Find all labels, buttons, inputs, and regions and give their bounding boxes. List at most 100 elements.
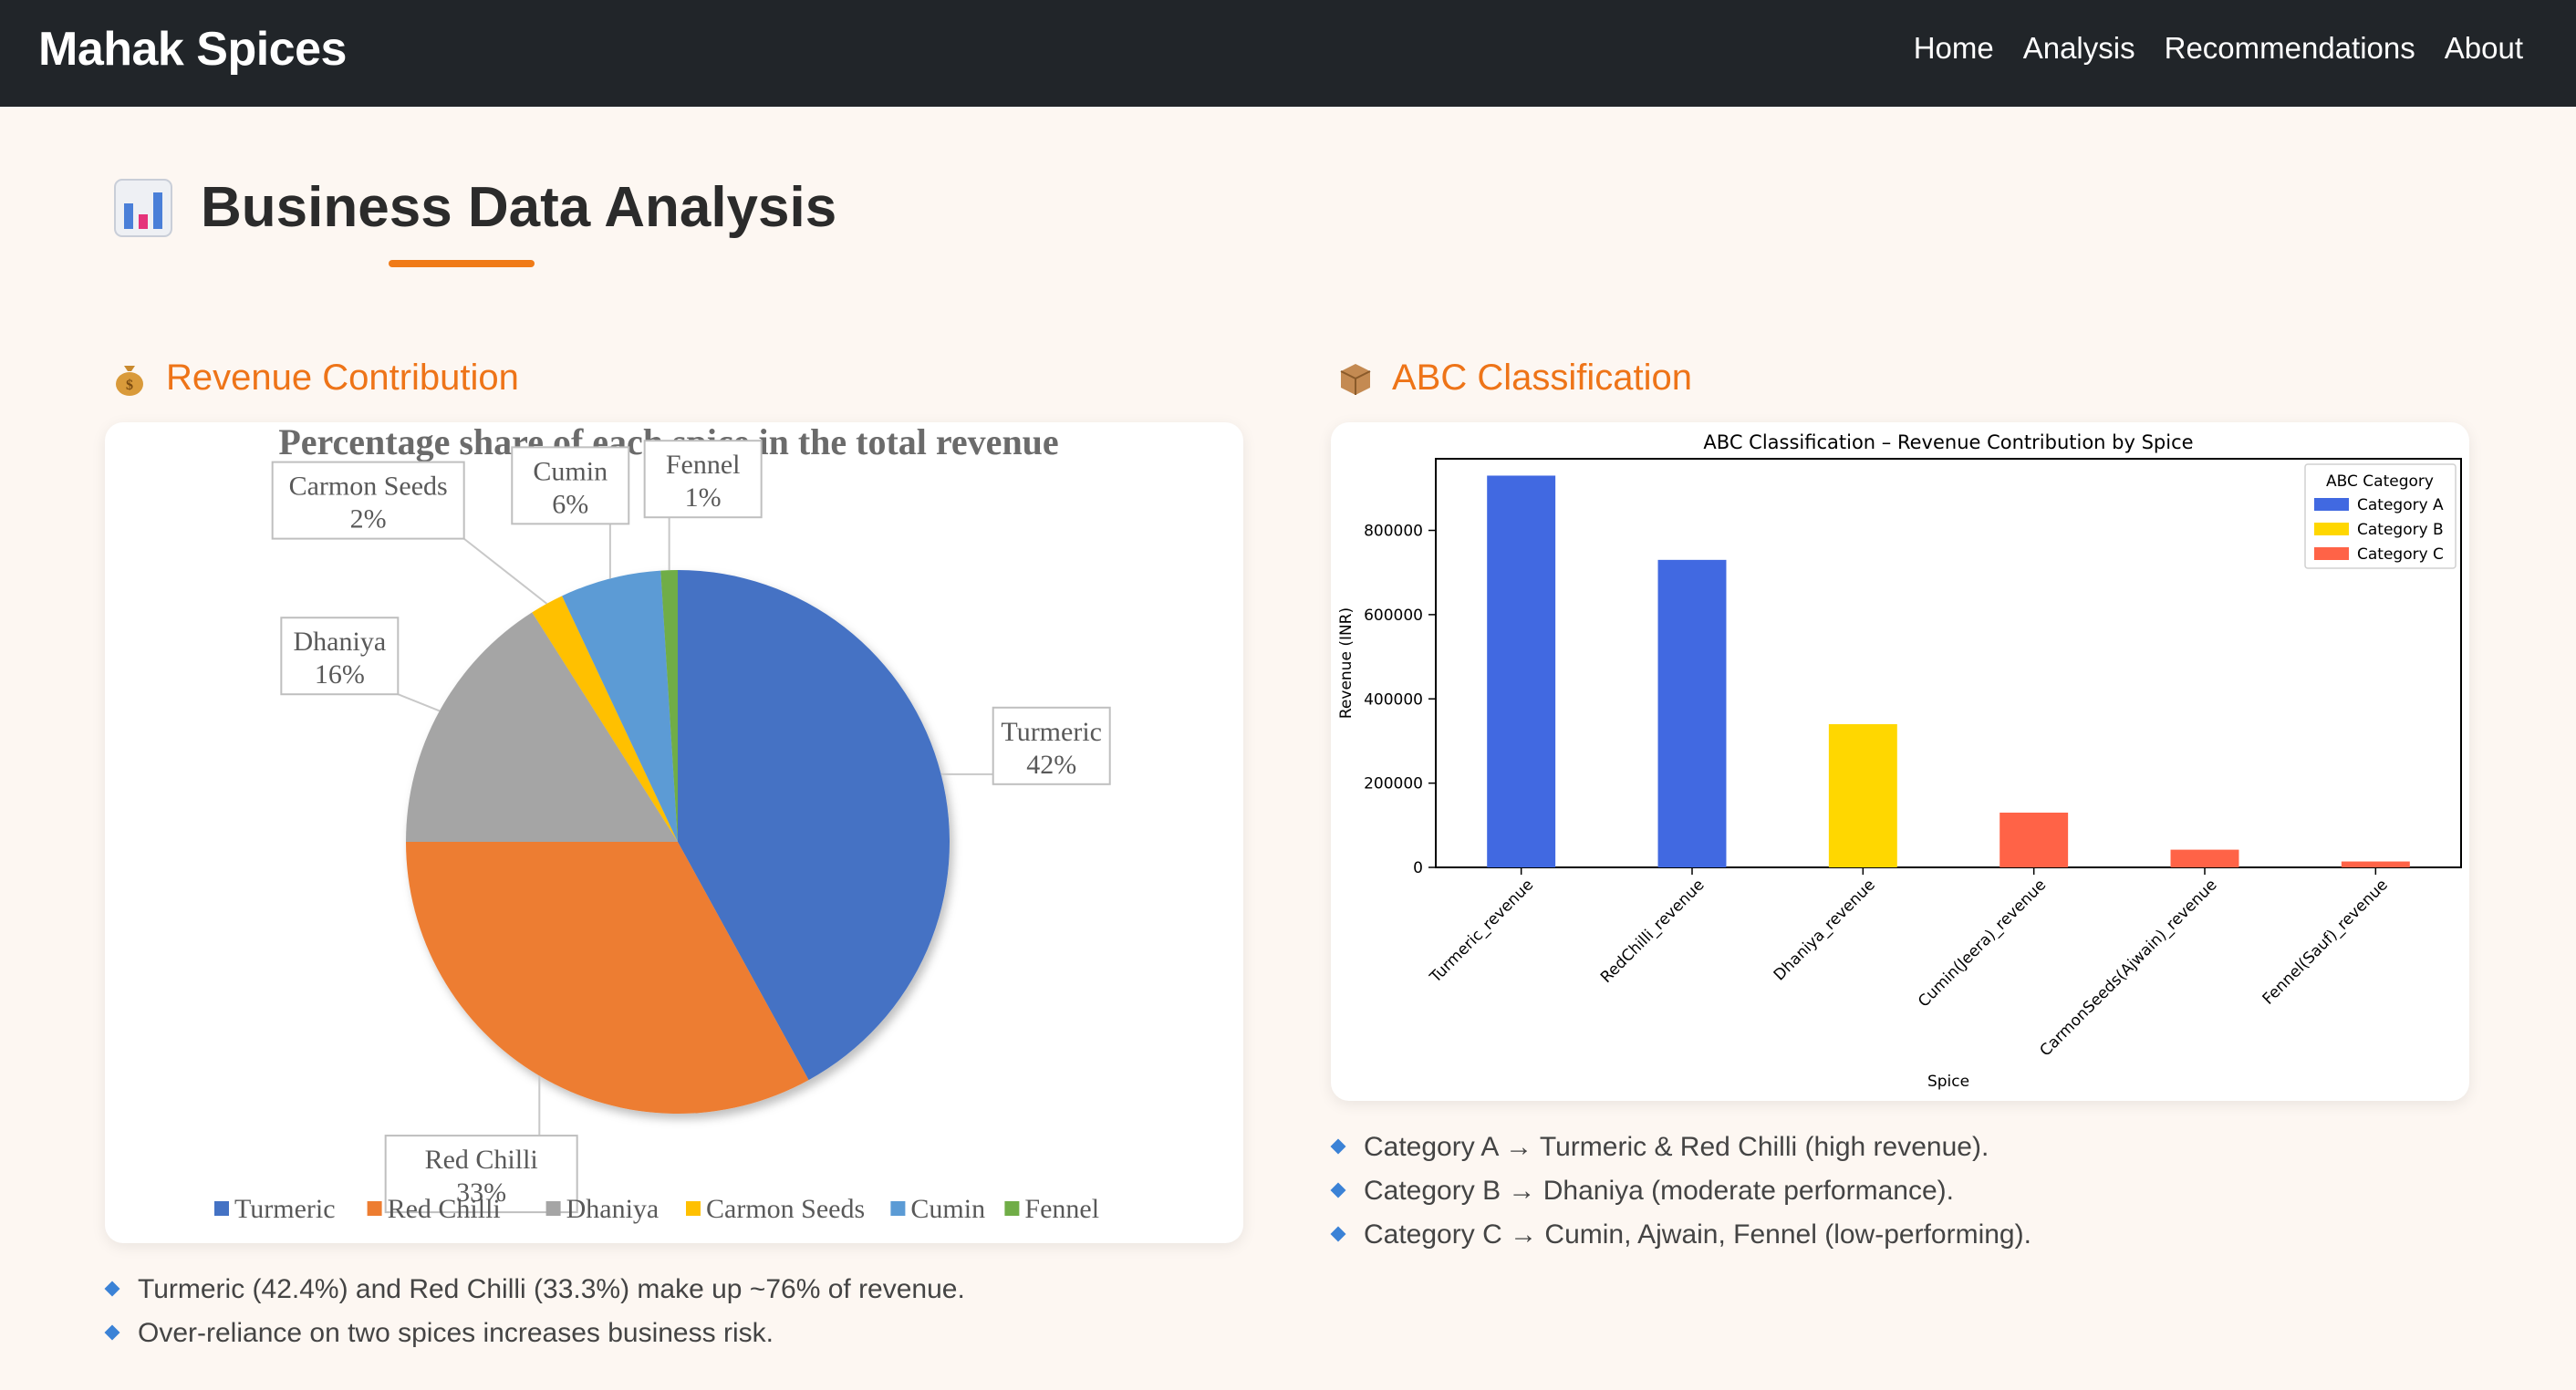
diamond-bullet-icon [1330, 1226, 1346, 1242]
pie-callout-category: Dhaniya [294, 627, 387, 657]
diamond-bullet-icon [1330, 1182, 1346, 1198]
pie-slice-red-chilli [406, 842, 809, 1115]
title-underline [389, 260, 535, 267]
pie-legend-item-turmeric: Turmeric [214, 1194, 336, 1224]
pie-callout-percent: 6% [552, 489, 588, 519]
bar-y-axis-label: Revenue (INR) [1337, 607, 1356, 719]
pie-callout-category: Cumin [533, 456, 608, 486]
nav-links: Home Analysis Recommendations About [1914, 31, 2523, 66]
pie-legend-swatch [214, 1201, 229, 1216]
pie-slice-fennel [660, 570, 678, 842]
bar-legend-label-category-c: Category C [2357, 545, 2444, 564]
list-item: Category C → Cumin, Ajwain, Fennel (low-… [1330, 1213, 2031, 1257]
pie-legend-label: Dhaniya [566, 1194, 660, 1224]
bar-chart-title: ABC Classification – Revenue Contributio… [1703, 431, 2193, 453]
revenue-section-heading: $ Revenue Contribution [109, 358, 519, 399]
bar-x-axis-label: Spice [1927, 1073, 1969, 1091]
pie-legend-swatch [367, 1201, 382, 1216]
bar-x-tick-label: Turmeric_revenue [1426, 876, 1537, 987]
pie-callout-box [384, 1135, 578, 1214]
list-item: Over-reliance on two spices increases bu… [104, 1312, 965, 1355]
bar-cumin-jeera-revenue [2000, 812, 2069, 867]
pie-legend-swatch [1004, 1201, 1020, 1216]
pie-callout-category: Red Chilli [425, 1145, 538, 1175]
bar-legend-title: ABC Category [2326, 472, 2434, 491]
list-item: Category A → Turmeric & Red Chilli (high… [1330, 1125, 2031, 1169]
bar-x-tick-label: Dhaniya_revenue [1771, 876, 1879, 984]
pie-slice-carmon-seeds [532, 596, 678, 842]
diamond-bullet-icon [104, 1281, 120, 1297]
pie-legend-label: Turmeric [234, 1194, 336, 1224]
revenue-insights-list: Turmeric (42.4%) and Red Chilli (33.3%) … [104, 1268, 965, 1355]
pie-callout-category: Fennel [666, 450, 741, 480]
bar-y-tick-label: 0 [1413, 859, 1423, 877]
bar-plot-frame [1435, 458, 2462, 868]
pie-legend-item-cumin: Cumin [890, 1194, 985, 1224]
bar-legend-swatch [2314, 547, 2349, 560]
pie-slice-dhaniya [406, 612, 678, 842]
diamond-bullet-icon [1330, 1138, 1346, 1155]
bar-y-tick-label: 200000 [1364, 775, 1423, 794]
pie-slice-turmeric [678, 570, 950, 1081]
bar-redchilli-revenue [1657, 559, 1727, 867]
revenue-pie-chart: Percentage share of each spice in the to… [214, 421, 1111, 1224]
pie-legend-label: Red Chilli [388, 1194, 501, 1224]
pie-legend-swatch [545, 1201, 561, 1216]
pie-legend-label: Carmon Seeds [706, 1194, 865, 1224]
pie-legend-item-red-chilli: Red Chilli [367, 1194, 501, 1224]
list-item: Turmeric (42.4%) and Red Chilli (33.3%) … [104, 1268, 965, 1312]
pie-legend-item-fennel: Fennel [1004, 1194, 1099, 1224]
bar-fennel-sauf-revenue [2341, 861, 2410, 867]
abc-bar-card: ABC Classification – Revenue Contributio… [1331, 422, 2469, 1101]
brand-logo[interactable]: Mahak Spices [38, 23, 347, 76]
pie-callout-box [643, 440, 763, 519]
bar-legend-label-category-a: Category A [2357, 496, 2444, 514]
pie-leader-line [463, 537, 548, 605]
nav-link-about[interactable]: About [2444, 31, 2523, 65]
pie-legend-swatch [686, 1201, 701, 1216]
pie-callout-category: Turmeric [1001, 717, 1102, 747]
bar-y-tick-label: 800000 [1364, 523, 1423, 541]
pie-legend-label: Cumin [910, 1194, 985, 1224]
page-title: Business Data Analysis [113, 175, 836, 240]
nav-link-home[interactable]: Home [1913, 31, 1994, 65]
diamond-bullet-icon [104, 1324, 120, 1341]
bar-legend-label-category-b: Category B [2357, 521, 2444, 539]
pie-leader-line [397, 693, 441, 712]
abc-section-heading: ABC Classification [1335, 358, 1692, 399]
pie-callout-percent: 42% [1026, 750, 1076, 780]
bar-legend-swatch [2314, 523, 2349, 535]
bar-x-tick-label: CarmonSeeds(Ajwain)_revenue [2037, 876, 2221, 1060]
bar-legend: ABC Category Category A Category B Categor… [2304, 463, 2457, 569]
pie-legend-swatch [890, 1201, 906, 1216]
nav-link-analysis[interactable]: Analysis [2022, 31, 2135, 65]
pie-callout-box [511, 446, 630, 525]
pie-callout-percent: 1% [685, 482, 722, 513]
navbar: Mahak Spices Home Analysis Recommendatio… [0, 0, 2576, 107]
abc-section-title: ABC Classification [1392, 358, 1693, 398]
pie-callout-box [280, 617, 400, 696]
bar-y-tick-label: 600000 [1364, 607, 1423, 625]
pie-legend-item-dhaniya: Dhaniya [545, 1194, 660, 1224]
bar-turmeric-revenue [1487, 475, 1556, 867]
bar-x-tick-label: Fennel(Sauf)_revenue [2259, 876, 2392, 1008]
revenue-pie-card: Percentage share of each spice in the to… [105, 421, 1243, 1243]
bar-y-tick-label: 400000 [1364, 690, 1423, 709]
bar-x-tick-label: RedChilli_revenue [1597, 876, 1709, 987]
list-item: Category B → Dhaniya (moderate performan… [1330, 1169, 2031, 1213]
pie-callout-percent: 16% [315, 659, 365, 690]
bar-chart-icon [114, 178, 172, 237]
bar-legend-swatch [2314, 498, 2349, 511]
svg-text:$: $ [126, 378, 133, 393]
bar-dhaniya-revenue [1828, 723, 1897, 867]
pie-callout-category: Carmon Seeds [289, 472, 448, 502]
pie-callout-box [992, 706, 1111, 785]
revenue-section-title: Revenue Contribution [166, 358, 519, 398]
pie-callout-box [271, 461, 465, 540]
nav-link-recommendations[interactable]: Recommendations [2164, 31, 2415, 65]
